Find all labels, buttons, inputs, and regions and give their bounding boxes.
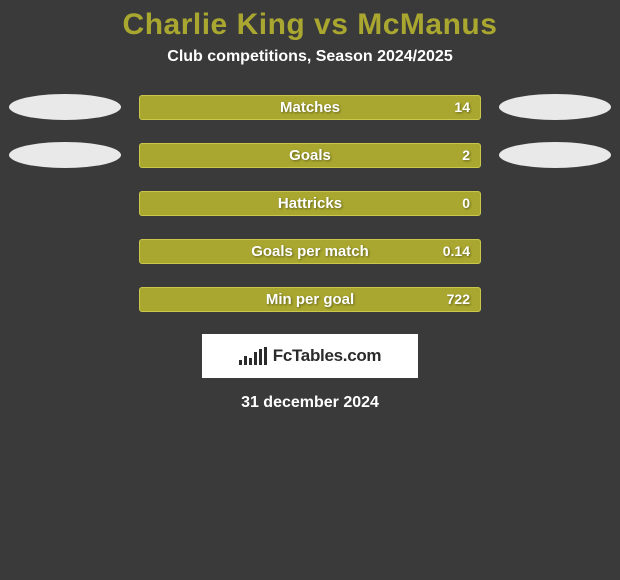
stat-label: Hattricks [278, 195, 342, 212]
left-ellipse-spacer [9, 190, 121, 216]
stats-rows: Matches 14 Goals 2 Hattricks 0 Goals per match… [0, 94, 620, 312]
left-ellipse-spacer [9, 238, 121, 264]
stat-label: Min per goal [266, 291, 354, 308]
stat-value: 14 [454, 99, 470, 115]
stat-row: Goals 2 [0, 142, 620, 168]
right-ellipse [499, 142, 611, 168]
stat-label: Goals [289, 147, 331, 164]
left-ellipse [9, 142, 121, 168]
footer-date: 31 december 2024 [0, 394, 620, 412]
stat-bar: Hattricks 0 [139, 191, 481, 216]
stat-value: 0 [462, 195, 470, 211]
right-ellipse-spacer [499, 238, 611, 264]
left-ellipse [9, 94, 121, 120]
logo-text: FcTables.com [273, 346, 382, 366]
stat-bar: Matches 14 [139, 95, 481, 120]
right-ellipse-spacer [499, 190, 611, 216]
stat-value: 2 [462, 147, 470, 163]
right-ellipse-spacer [499, 286, 611, 312]
stat-label: Matches [280, 99, 340, 116]
chart-container: Charlie King vs McManus Club competition… [0, 0, 620, 412]
stat-row: Matches 14 [0, 94, 620, 120]
stat-row: Hattricks 0 [0, 190, 620, 216]
stat-row: Min per goal 722 [0, 286, 620, 312]
right-ellipse [499, 94, 611, 120]
logo-box: FcTables.com [202, 334, 418, 378]
stat-bar: Min per goal 722 [139, 287, 481, 312]
stat-label: Goals per match [251, 243, 369, 260]
subtitle: Club competitions, Season 2024/2025 [0, 48, 620, 66]
logo-chart-icon [239, 347, 267, 365]
left-ellipse-spacer [9, 286, 121, 312]
stat-bar: Goals per match 0.14 [139, 239, 481, 264]
page-title: Charlie King vs McManus [0, 8, 620, 42]
stat-value: 0.14 [443, 243, 470, 259]
stat-bar: Goals 2 [139, 143, 481, 168]
stat-value: 722 [447, 291, 470, 307]
stat-row: Goals per match 0.14 [0, 238, 620, 264]
